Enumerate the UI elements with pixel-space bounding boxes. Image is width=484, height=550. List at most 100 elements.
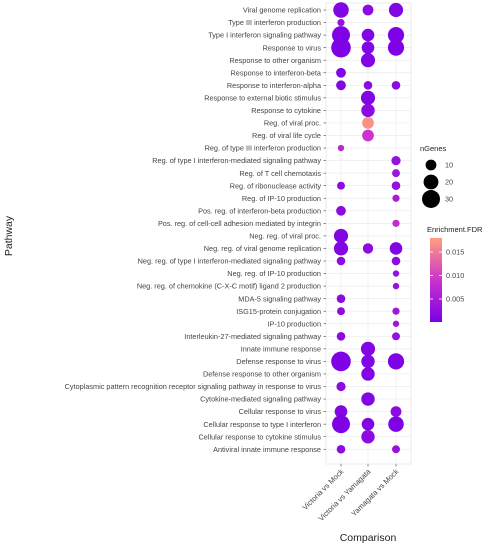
y-tick-label-defense-response-to-other-organism: Defense response to other organism: [203, 370, 321, 379]
y-tick-label-response-to-interferon-alpha: Response to interferon-alpha: [227, 81, 322, 90]
dot-viral-genome-replication-yamagata-vs-mock: [388, 2, 404, 18]
dot-cellular-response-to-type-i-interferon-victoria-vs-yamagata: [361, 417, 375, 431]
dot-neg-reg-of-ip-10-production-yamagata-vs-mock: [392, 270, 400, 277]
y-tick-label-cellular-response-to-type-i-interferon: Cellular response to type I interferon: [203, 420, 321, 429]
y-tick-label-neg-reg-of-chemokine-c-x-c-motif-ligand-2-production: Neg. reg. of chemokine (C-X-C motif) lig…: [137, 282, 321, 291]
size-legend-key-10: [425, 159, 437, 171]
y-tick-label-mda-5-signaling-pathway: MDA-5 signaling pathway: [238, 294, 321, 303]
y-tick-label-type-iii-interferon-production: Type III interferon production: [228, 18, 321, 27]
dot-response-to-virus-victoria-vs-mock: [331, 37, 351, 58]
y-tick-label-ip-10-production: IP-10 production: [267, 319, 321, 328]
x-axis-title: Comparison: [340, 532, 397, 544]
dot-mda-5-signaling-pathway-victoria-vs-mock: [336, 294, 346, 303]
y-tick-label-antiviral-innate-immune-response: Antiviral innate immune response: [213, 445, 321, 454]
color-legend-label: 0.015: [446, 248, 464, 257]
y-tick-label-reg-of-type-iii-interferon-production: Reg. of type III interferon production: [205, 144, 321, 153]
y-tick-label-reg-of-t-cell-chemotaxis: Reg. of T cell chemotaxis: [239, 169, 321, 178]
y-tick-label-response-to-external-biotic-stimulus: Response to external biotic stimulus: [204, 93, 321, 102]
color-legend: Enrichment.FDR 0.015 0.010 0.005: [427, 225, 483, 322]
dot-type-iii-interferon-production-victoria-vs-mock: [337, 18, 345, 27]
y-tick-label-viral-genome-replication: Viral genome replication: [243, 6, 321, 15]
dot-isg15-protein-conjugation-yamagata-vs-mock: [392, 307, 400, 315]
size-legend-label-30: 30: [445, 195, 453, 204]
size-legend-key-30: [422, 190, 440, 208]
x-tick-label-yamagata-vs-mock: Yamagata vs Mock: [349, 467, 400, 518]
dot-defense-response-to-other-organism-victoria-vs-yamagata: [361, 367, 375, 381]
dot-viral-genome-replication-victoria-vs-mock: [333, 2, 349, 18]
y-tick-label-response-to-virus: Response to virus: [263, 43, 322, 52]
dot-defense-response-to-virus-victoria-vs-yamagata: [361, 354, 375, 369]
dot-isg15-protein-conjugation-victoria-vs-mock: [337, 307, 345, 316]
dot-reg-of-t-cell-chemotaxis-yamagata-vs-mock: [392, 169, 400, 178]
y-tick-label-cellular-response-to-virus: Cellular response to virus: [239, 407, 322, 416]
x-tick-label-victoria-vs-yamagata: Victoria vs Yamagata: [317, 466, 373, 522]
dot-innate-immune-response-victoria-vs-yamagata: [360, 341, 376, 356]
dot-reg-of-type-i-interferon-mediated-signaling-pathway-yamagata-vs-mock: [391, 156, 401, 166]
y-tick-label-pos-reg-of-cell-cell-adhesion-mediated-by-integrin: Pos. reg. of cell-cell adhesion mediated…: [158, 219, 321, 228]
y-tick-label-reg-of-viral-proc: Reg. of viral proc.: [264, 119, 321, 128]
dot-cytoplasmic-pattern-recognition-receptor-signaling-pathway-in-response-to-virus-victoria-vs-mock: [336, 381, 346, 392]
dot-defense-response-to-virus-yamagata-vs-mock: [387, 353, 405, 370]
y-tick-label-pos-reg-of-interferon-beta-production: Pos. reg. of interferon-beta production: [198, 206, 321, 215]
dot-cellular-response-to-type-i-interferon-victoria-vs-mock: [332, 415, 350, 434]
y-tick-label-innate-immune-response: Innate immune response: [241, 344, 321, 353]
size-legend-key-20: [423, 174, 439, 190]
y-tick-label-neg-reg-of-ip-10-production: Neg. reg. of IP-10 production: [227, 269, 321, 278]
dot-neg-reg-of-viral-genome-replication-victoria-vs-yamagata: [362, 243, 374, 254]
data-points: [331, 2, 405, 454]
dot-reg-of-ip-10-production-yamagata-vs-mock: [392, 194, 400, 202]
y-tick-label-reg-of-viral-life-cycle: Reg. of viral life cycle: [252, 131, 321, 140]
dot-response-to-interferon-alpha-victoria-vs-yamagata: [363, 81, 373, 90]
dot-response-to-other-organism-victoria-vs-yamagata: [360, 53, 376, 68]
color-legend-bar: [430, 238, 442, 322]
color-legend-label: 0.005: [446, 295, 464, 304]
dot-response-to-virus-yamagata-vs-mock: [387, 39, 405, 56]
dot-antiviral-innate-immune-response-yamagata-vs-mock: [392, 445, 400, 454]
dot-neg-reg-of-viral-proc-victoria-vs-mock: [333, 228, 349, 243]
y-tick-label-reg-of-ribonuclease-activity: Reg. of ribonuclease activity: [230, 181, 322, 190]
dot-reg-of-ribonuclease-activity-yamagata-vs-mock: [391, 181, 401, 190]
dot-response-to-interferon-alpha-yamagata-vs-mock: [391, 81, 401, 90]
y-tick-label-defense-response-to-virus: Defense response to virus: [236, 357, 321, 366]
y-tick-label-type-i-interferon-signaling-pathway: Type I interferon signaling pathway: [208, 31, 321, 40]
dot-ip-10-production-yamagata-vs-mock: [392, 320, 400, 327]
dot-viral-genome-replication-victoria-vs-yamagata: [362, 4, 374, 16]
size-legend-label-20: 20: [445, 178, 453, 187]
dot-response-to-cytokine-victoria-vs-yamagata: [361, 103, 375, 118]
dot-response-to-interferon-alpha-victoria-vs-mock: [336, 80, 346, 91]
y-tick-label-response-to-cytokine: Response to cytokine: [251, 106, 321, 115]
color-legend-title: Enrichment.FDR: [427, 225, 483, 234]
y-tick-label-neg-reg-of-viral-proc: Neg. reg. of viral proc.: [249, 232, 321, 241]
y-tick-label-cellular-response-to-cytokine-stimulus: Cellular response to cytokine stimulus: [199, 432, 322, 441]
dot-neg-reg-of-viral-genome-replication-victoria-vs-mock: [333, 241, 349, 256]
y-tick-label-reg-of-ip-10-production: Reg. of IP-10 production: [242, 194, 321, 203]
dot-reg-of-type-iii-interferon-production-victoria-vs-mock: [337, 144, 345, 152]
size-legend-label-10: 10: [445, 161, 453, 170]
dot-neg-reg-of-viral-genome-replication-yamagata-vs-mock: [389, 242, 403, 255]
dot-pos-reg-of-interferon-beta-production-victoria-vs-mock: [336, 205, 346, 216]
dot-type-i-interferon-signaling-pathway-victoria-vs-yamagata: [361, 28, 375, 42]
dot-defense-response-to-virus-victoria-vs-mock: [331, 351, 351, 372]
dot-cellular-response-to-virus-yamagata-vs-mock: [390, 406, 402, 417]
size-legend: nGenes 10 20 30: [420, 144, 453, 208]
dot-cellular-response-to-cytokine-stimulus-victoria-vs-yamagata: [361, 430, 375, 444]
dot-reg-of-ribonuclease-activity-victoria-vs-mock: [337, 181, 345, 190]
dot-interleukin-27-mediated-signaling-pathway-victoria-vs-mock: [336, 332, 346, 341]
y-tick-label-reg-of-type-i-interferon-mediated-signaling-pathway: Reg. of type I interferon-mediated signa…: [152, 156, 321, 165]
y-tick-label-isg15-protein-conjugation: ISG15-protein conjugation: [236, 307, 321, 316]
dot-type-i-interferon-signaling-pathway-yamagata-vs-mock: [387, 27, 405, 44]
y-tick-labels: Viral genome replication Type III interfe…: [65, 6, 326, 454]
dot-reg-of-viral-proc-victoria-vs-yamagata: [362, 117, 374, 129]
dot-interleukin-27-mediated-signaling-pathway-yamagata-vs-mock: [392, 332, 400, 341]
dot-response-to-virus-victoria-vs-yamagata: [361, 41, 375, 54]
y-tick-label-response-to-interferon-beta: Response to interferon-beta: [231, 68, 322, 77]
size-legend-title: nGenes: [420, 144, 447, 153]
dot-response-to-interferon-beta-victoria-vs-mock: [336, 67, 346, 78]
y-tick-label-neg-reg-of-viral-genome-replication: Neg. reg. of viral genome replication: [204, 244, 321, 253]
color-legend-label: 0.010: [446, 271, 464, 280]
y-tick-label-cytoplasmic-pattern-recognition-receptor-signaling-pathway-in-response-to-virus: Cytoplasmic pattern recognition receptor…: [65, 382, 322, 391]
dot-cellular-response-to-virus-victoria-vs-mock: [334, 405, 348, 418]
y-tick-label-cytokine-mediated-signaling-pathway: Cytokine-mediated signaling pathway: [200, 395, 321, 404]
